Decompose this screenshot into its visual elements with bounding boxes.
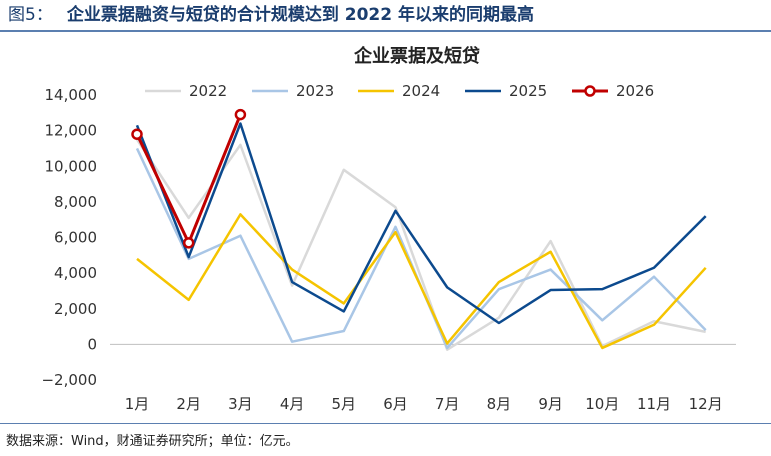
figure-title-text: 企业票据融资与短贷的合计规模达到 2022 年以来的同期最高 <box>66 5 534 25</box>
source-rule <box>0 423 771 424</box>
y-tick-label: −2,000 <box>41 371 97 389</box>
series-line-2025 <box>135 122 707 325</box>
x-tick-label: 9月 <box>538 395 563 413</box>
y-tick-label: 6,000 <box>54 229 97 247</box>
y-tick-label: 10,000 <box>45 157 98 175</box>
x-tick-label: 11月 <box>637 395 671 413</box>
x-tick-label: 7月 <box>435 395 460 413</box>
legend-label-2024: 2024 <box>402 82 440 100</box>
x-tick-label: 10月 <box>585 395 619 413</box>
y-tick-label: 2,000 <box>54 300 97 318</box>
x-tick-label: 1月 <box>125 395 150 413</box>
figure-label: 图5： <box>8 5 53 25</box>
y-tick-label: 0 <box>87 335 97 353</box>
y-tick-label: 8,000 <box>54 193 97 211</box>
x-tick-label: 5月 <box>332 395 357 413</box>
x-tick-label: 3月 <box>228 395 253 413</box>
y-tick-label: 14,000 <box>45 86 98 104</box>
series-point-2026 <box>234 108 247 121</box>
series-point-2026 <box>182 237 195 249</box>
figure-title: 图5： 企业票据融资与短贷的合计规模达到 2022 年以来的同期最高 <box>8 3 534 27</box>
chart-title: 企业票据及短贷 <box>353 45 480 67</box>
x-tick-label: 8月 <box>487 395 512 413</box>
series-point-2026 <box>131 128 143 140</box>
title-rule <box>0 30 771 32</box>
series-line-2022 <box>135 138 706 351</box>
legend-marker-2026 <box>584 85 596 97</box>
legend-label-2022: 2022 <box>189 82 227 100</box>
legend-label-2023: 2023 <box>296 82 334 100</box>
x-tick-label: 12月 <box>689 395 723 413</box>
x-tick-label: 4月 <box>280 395 305 413</box>
source-note: 数据来源：Wind，财通证券研究所；单位：亿元。 <box>6 434 299 449</box>
series-line-2024 <box>136 213 707 350</box>
x-tick-label: 6月 <box>383 395 408 413</box>
y-tick-label: 4,000 <box>54 264 97 282</box>
x-tick-label: 2月 <box>176 395 201 413</box>
y-tick-label: 12,000 <box>45 122 98 140</box>
legend-label-2025: 2025 <box>509 82 547 100</box>
legend-label-2026: 2026 <box>616 82 654 100</box>
